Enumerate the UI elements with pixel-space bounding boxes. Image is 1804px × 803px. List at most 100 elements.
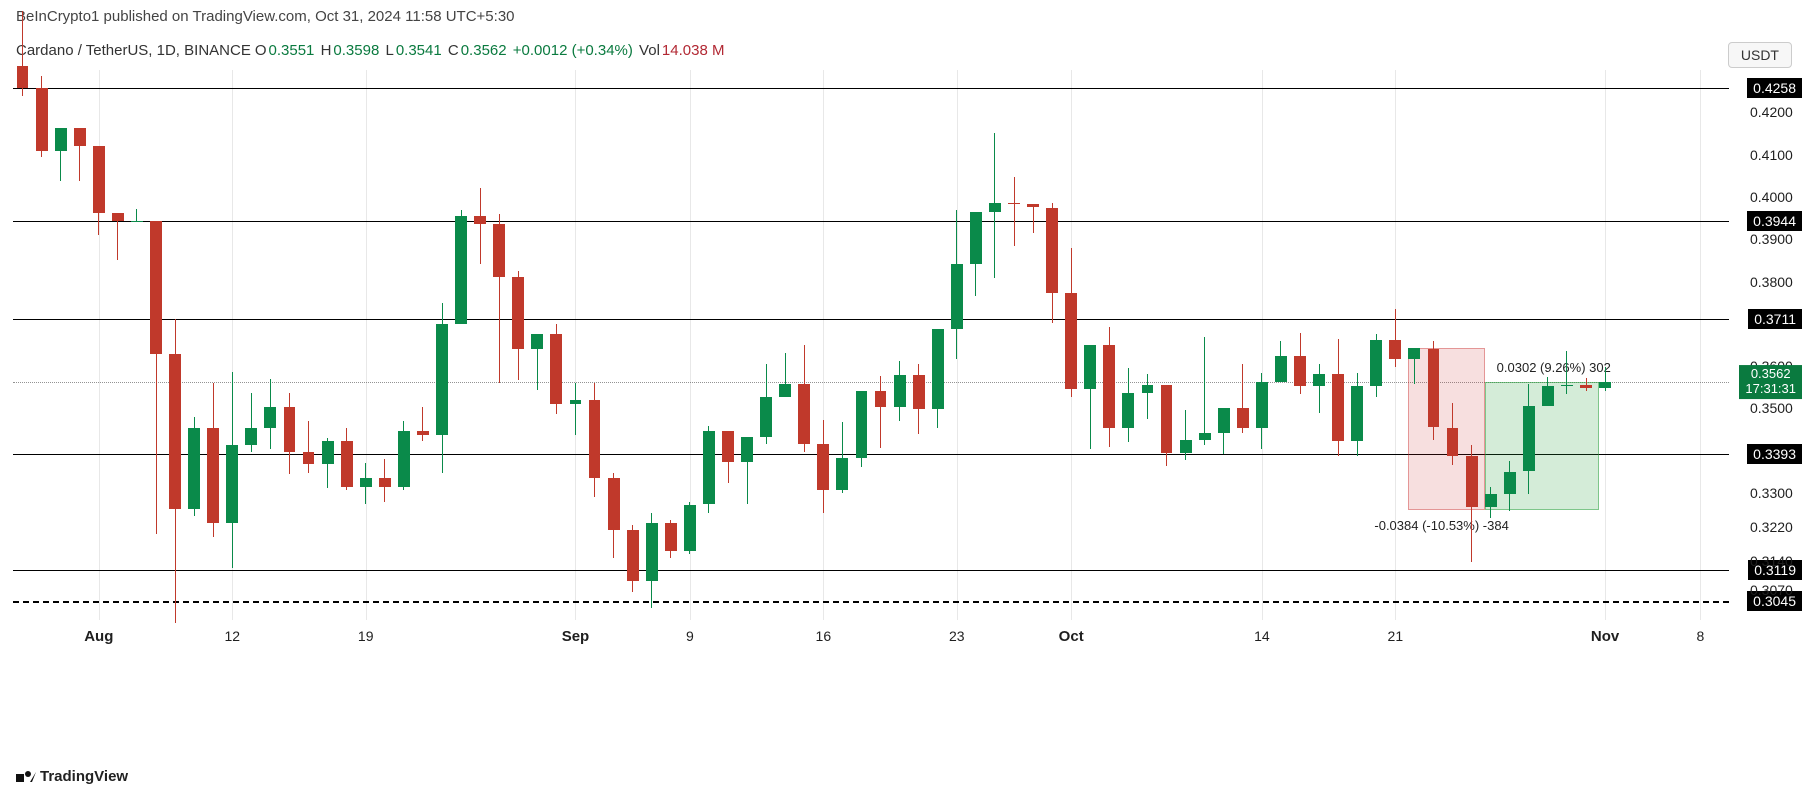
candle-body[interactable] <box>74 128 86 146</box>
candle-body[interactable] <box>322 441 334 463</box>
candle-body[interactable] <box>760 397 772 438</box>
candle-body[interactable] <box>1161 385 1173 453</box>
candle-body[interactable] <box>570 400 582 404</box>
candle-body[interactable] <box>436 324 448 435</box>
candle-body[interactable] <box>589 400 601 478</box>
candle-wick <box>575 383 576 435</box>
candle-body[interactable] <box>1275 356 1287 382</box>
candle-body[interactable] <box>1256 382 1268 428</box>
candle-body[interactable] <box>1466 456 1478 507</box>
price-level-line[interactable] <box>13 221 1729 222</box>
candle-body[interactable] <box>1542 386 1554 407</box>
candle-body[interactable] <box>398 431 410 487</box>
candle-body[interactable] <box>722 431 734 462</box>
candle-body[interactable] <box>379 478 391 486</box>
candle-body[interactable] <box>1008 203 1020 204</box>
candle-body[interactable] <box>36 88 48 151</box>
candle-body[interactable] <box>284 407 296 452</box>
candle-body[interactable] <box>550 334 562 404</box>
candle-body[interactable] <box>207 428 219 523</box>
candle-body[interactable] <box>245 428 257 445</box>
candle-body[interactable] <box>703 431 715 505</box>
candle-body[interactable] <box>684 505 696 552</box>
candle-body[interactable] <box>341 441 353 486</box>
candle-body[interactable] <box>989 203 1001 212</box>
price-axis[interactable]: 0.42580.39440.37110.33930.31190.30450.30… <box>1729 70 1804 620</box>
candle-body[interactable] <box>1370 340 1382 386</box>
candle-body[interactable] <box>1065 293 1077 389</box>
price-level-line[interactable] <box>13 88 1729 89</box>
candle-body[interactable] <box>1142 385 1154 393</box>
candle-body[interactable] <box>493 224 505 277</box>
candle-wick <box>422 407 423 442</box>
price-level-line[interactable] <box>13 601 1729 603</box>
candle-body[interactable] <box>798 384 810 444</box>
price-level-line[interactable] <box>13 319 1729 320</box>
candle-body[interactable] <box>112 213 124 221</box>
candle-body[interactable] <box>1122 393 1134 428</box>
candle-wick <box>880 376 881 448</box>
candle-body[interactable] <box>627 530 639 581</box>
candle-body[interactable] <box>531 334 543 349</box>
price-level-label: 0.4258 <box>1747 78 1802 98</box>
candle-body[interactable] <box>646 523 658 581</box>
candle-body[interactable] <box>1428 349 1440 427</box>
x-tick: Sep <box>562 628 590 645</box>
candle-body[interactable] <box>303 452 315 464</box>
price-level-line[interactable] <box>13 570 1729 571</box>
candle-body[interactable] <box>1027 204 1039 207</box>
candle-body[interactable] <box>17 66 29 88</box>
candle-body[interactable] <box>913 375 925 410</box>
candle-body[interactable] <box>1218 408 1230 433</box>
candle-body[interactable] <box>1313 374 1325 386</box>
candle-body[interactable] <box>1084 345 1096 389</box>
candle-body[interactable] <box>1504 472 1516 494</box>
candle-body[interactable] <box>608 478 620 530</box>
candle-body[interactable] <box>474 216 486 224</box>
candle-body[interactable] <box>360 478 372 486</box>
candle-body[interactable] <box>417 431 429 435</box>
candle-body[interactable] <box>856 391 868 458</box>
candle-body[interactable] <box>1599 382 1611 388</box>
candle-body[interactable] <box>1523 406 1535 471</box>
x-tick: 23 <box>949 628 965 644</box>
candle-body[interactable] <box>836 458 848 490</box>
candle-body[interactable] <box>93 146 105 213</box>
candle-body[interactable] <box>150 221 162 354</box>
candle-body[interactable] <box>894 375 906 407</box>
candle-body[interactable] <box>1561 385 1573 386</box>
candle-body[interactable] <box>1180 440 1192 453</box>
candle-body[interactable] <box>169 354 181 509</box>
candle-body[interactable] <box>951 264 963 329</box>
candle-body[interactable] <box>1332 374 1344 441</box>
candle-body[interactable] <box>779 384 791 397</box>
candle-body[interactable] <box>1485 494 1497 507</box>
candle-body[interactable] <box>1580 385 1592 388</box>
candle-body[interactable] <box>932 329 944 409</box>
candle-body[interactable] <box>1103 345 1115 428</box>
candle-body[interactable] <box>1447 428 1459 456</box>
candle-body[interactable] <box>665 523 677 551</box>
candle-body[interactable] <box>131 221 143 222</box>
candle-body[interactable] <box>1294 356 1306 386</box>
candle-body[interactable] <box>264 407 276 428</box>
candle-body[interactable] <box>1046 208 1058 294</box>
chart-pane[interactable]: -0.0384 (-10.53%) -3840.0302 (9.26%) 302 <box>13 70 1729 620</box>
candle-body[interactable] <box>970 212 982 264</box>
candle-body[interactable] <box>512 277 524 349</box>
currency-selector[interactable]: USDT <box>1728 42 1792 68</box>
candle-body[interactable] <box>226 445 238 523</box>
candle-body[interactable] <box>817 444 829 490</box>
candle-body[interactable] <box>1237 408 1249 427</box>
candle-body[interactable] <box>875 391 887 407</box>
candle-body[interactable] <box>1351 386 1363 441</box>
candle-body[interactable] <box>1199 433 1211 439</box>
time-axis[interactable]: Aug1219Sep91623Oct1421Nov8 <box>13 628 1729 658</box>
candle-body[interactable] <box>741 437 753 462</box>
candle-body[interactable] <box>455 216 467 324</box>
candle-body[interactable] <box>188 428 200 509</box>
candle-body[interactable] <box>55 128 67 151</box>
candle-body[interactable] <box>1389 340 1401 358</box>
price-level-label: 0.3944 <box>1747 211 1802 231</box>
candle-body[interactable] <box>1408 348 1420 359</box>
